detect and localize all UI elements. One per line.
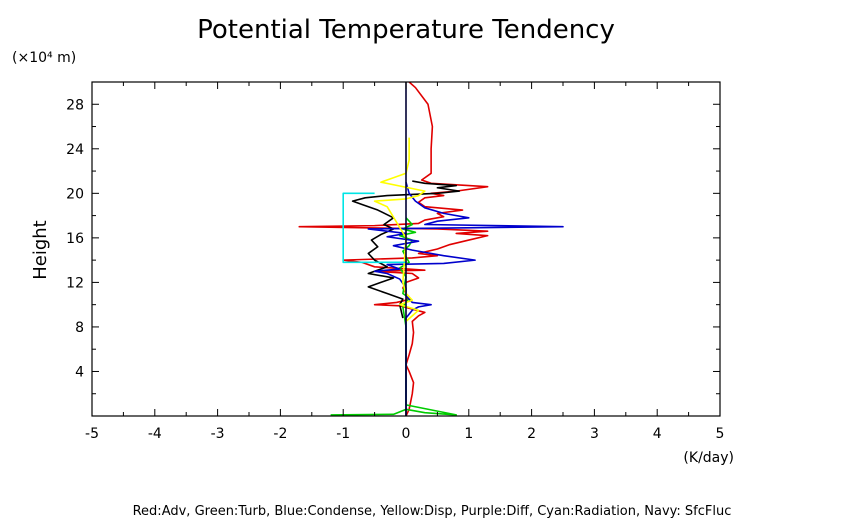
y-tick-label: 24 xyxy=(66,142,84,158)
y-tick-label: 4 xyxy=(75,364,84,380)
x-tick-label: 0 xyxy=(402,426,411,442)
y-unit-label: (×10⁴ m) xyxy=(12,50,76,66)
series-line-red xyxy=(298,82,489,416)
x-unit-label: (K/day) xyxy=(683,450,734,466)
x-tick-label: 2 xyxy=(527,426,536,442)
x-tick-label: 3 xyxy=(590,426,599,442)
series-line-cyan xyxy=(342,192,406,264)
x-tick-label: 1 xyxy=(464,426,473,442)
plot-frame xyxy=(91,81,721,417)
x-tick-label: -1 xyxy=(336,426,350,442)
x-tick-label: -4 xyxy=(148,426,162,442)
y-axis-label: Height xyxy=(30,220,51,280)
y-tick-label: 8 xyxy=(75,320,84,336)
x-tick-label: -5 xyxy=(85,426,99,442)
series-line-blue xyxy=(367,181,564,416)
legend-note: Red:Adv, Green:Turb, Blue:Condense, Yell… xyxy=(133,504,732,519)
y-tick-label: 12 xyxy=(66,275,84,291)
y-tick-label: 28 xyxy=(66,97,84,113)
x-tick-label: -2 xyxy=(273,426,287,442)
chart-title: Potential Temperature Tendency xyxy=(197,15,615,45)
series-line-green xyxy=(330,217,458,416)
x-tick-label: 5 xyxy=(716,426,725,442)
x-tick-label: -3 xyxy=(211,426,225,442)
series-layer xyxy=(298,82,564,416)
x-tick-label: 4 xyxy=(653,426,662,442)
y-tick-label: 16 xyxy=(66,231,84,247)
series-line-yellow xyxy=(373,137,426,322)
y-tick-label: 20 xyxy=(66,186,84,202)
